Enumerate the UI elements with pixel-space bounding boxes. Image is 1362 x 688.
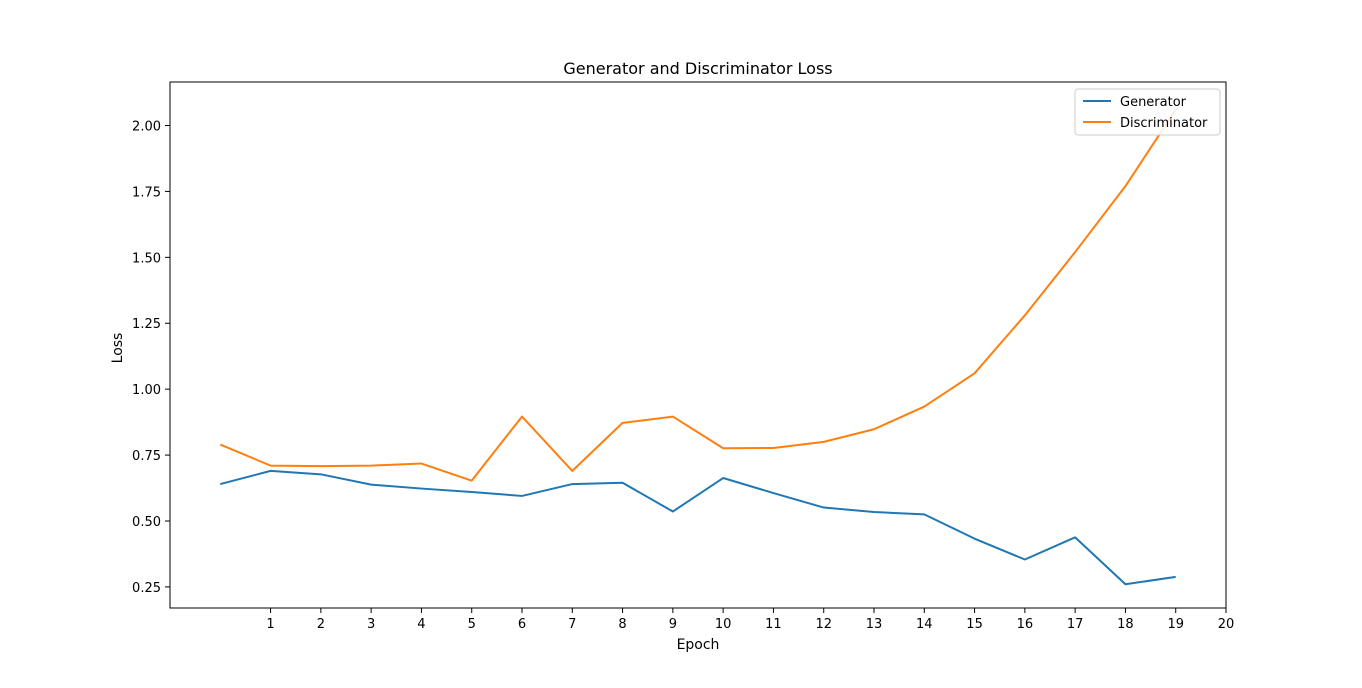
- legend-label-discriminator: Discriminator: [1120, 116, 1208, 131]
- x-tick-label: 7: [568, 617, 576, 632]
- y-axis-label: Loss: [110, 333, 126, 364]
- x-tick-label: 14: [916, 617, 933, 632]
- x-tick-label: 18: [1117, 617, 1134, 632]
- y-tick-label: 1.25: [132, 317, 161, 332]
- y-tick-label: 0.25: [132, 581, 161, 596]
- x-tick-label: 17: [1067, 617, 1084, 632]
- x-tick-label: 10: [715, 617, 732, 632]
- x-tick-label: 20: [1218, 617, 1235, 632]
- x-tick-label: 16: [1017, 617, 1034, 632]
- y-tick-label: 0.50: [132, 515, 161, 530]
- axis-ticks: 1 2 3 4 5 6 7 8 9 10 11 12 13 14 15 16 17 18 19 200.250.500…: [132, 120, 1234, 632]
- y-tick-label: 0.75: [132, 449, 161, 464]
- legend-label-generator: Generator: [1120, 95, 1187, 110]
- y-tick-label: 1.50: [132, 251, 161, 266]
- y-tick-label: 1.75: [132, 185, 161, 200]
- x-tick-label: 5: [468, 617, 476, 632]
- series-lines: [219, 109, 1177, 586]
- series-line-generator: [220, 469, 1176, 586]
- x-tick-label: 12: [815, 617, 832, 632]
- x-tick-label: 9: [669, 617, 677, 632]
- x-tick-label: 3: [367, 617, 375, 632]
- x-tick-label: 15: [966, 617, 983, 632]
- legend-box: [1074, 88, 1221, 136]
- x-tick-label: 2: [317, 617, 325, 632]
- x-tick-label: 6: [518, 617, 526, 632]
- x-tick-label: 8: [618, 617, 626, 632]
- x-tick-label: 4: [417, 617, 425, 632]
- chart-title: Generator and Discriminator Loss: [563, 59, 832, 78]
- x-tick-label: 13: [866, 617, 883, 632]
- legend: Generator Discriminator: [1074, 88, 1221, 136]
- series-line-discriminator: [219, 109, 1177, 482]
- plot-frame: [169, 81, 1227, 609]
- x-tick-label: 19: [1167, 617, 1184, 632]
- x-tick-label: 11: [765, 617, 782, 632]
- y-tick-label: 1.00: [132, 383, 161, 398]
- x-axis-label: Epoch: [677, 637, 720, 653]
- x-tick-label: 1: [266, 617, 274, 632]
- y-tick-label: 2.00: [132, 120, 161, 135]
